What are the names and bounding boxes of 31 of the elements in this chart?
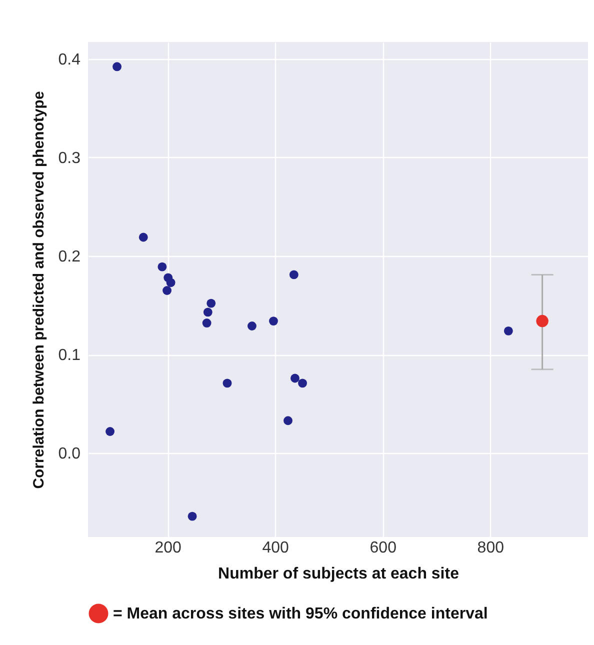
point (504, 326, 513, 336)
y-tick-label: 0.1 (58, 347, 81, 364)
point (112, 62, 122, 72)
point (138, 232, 148, 242)
point (222, 378, 232, 388)
point (284, 416, 292, 426)
x-tick-label: 200 (154, 540, 182, 556)
y-axis-title: Correlation between predicted and observed phenotype (30, 91, 48, 489)
point (158, 262, 167, 272)
y-tick-label: 0.2 (58, 248, 81, 266)
legend-label: = Mean across sites with 95% confidence interval (113, 606, 488, 622)
x-tick-label: 400 (262, 540, 290, 556)
point (206, 298, 216, 308)
y-tick-label: 0.0 (58, 446, 81, 463)
point (162, 286, 172, 295)
point (290, 374, 300, 383)
point (248, 322, 256, 330)
x-axis-title: Number of subjects at each site (218, 566, 460, 582)
point (188, 512, 197, 521)
point (202, 318, 212, 328)
point (166, 278, 176, 288)
point (298, 378, 307, 388)
x-tick-label: 800 (477, 540, 504, 556)
point (106, 427, 115, 436)
y-tick-label: 0.4 (58, 51, 81, 68)
point (203, 308, 212, 317)
x-tick-label: 600 (370, 540, 397, 556)
y-tick-label: 0.3 (58, 150, 81, 167)
point (289, 270, 298, 280)
point (269, 316, 278, 326)
point (536, 314, 548, 328)
